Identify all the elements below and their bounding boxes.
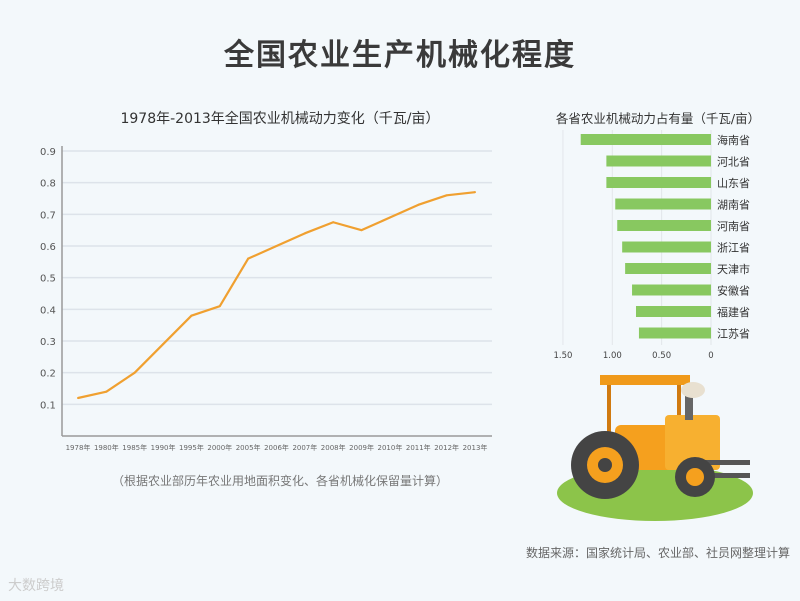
y-tick-label: 0.3 (40, 337, 56, 348)
category-label: 安徽省 (717, 284, 750, 298)
data-point (133, 371, 136, 374)
x-tick-label: 2012年 (434, 443, 459, 452)
category-label: 江苏省 (717, 328, 750, 341)
data-point (360, 229, 363, 232)
data-point (190, 314, 193, 317)
x-tick-label: 1985年 (122, 443, 147, 452)
category-label: 海南省 (717, 133, 750, 147)
x-tick-label: 2006年 (264, 443, 289, 452)
category-label: 河北省 (717, 156, 750, 169)
y-tick-label: 0.2 (40, 369, 56, 380)
x-tick-label: 2008年 (321, 443, 346, 452)
x-tick-label: 2013年 (463, 443, 488, 452)
y-tick-label: 0.5 (40, 274, 56, 285)
bar (615, 198, 711, 210)
data-point (77, 397, 79, 399)
x-tick-label: 2010年 (378, 443, 403, 452)
data-point (332, 221, 335, 224)
series-line (77, 191, 476, 400)
x-tick-label: 1980年 (94, 443, 119, 452)
tractor-illustration (557, 375, 753, 521)
bar (617, 220, 711, 231)
y-tick-label: 0.1 (40, 400, 56, 411)
x-tick-label: 1.50 (553, 351, 572, 361)
bar (580, 134, 711, 145)
data-point (388, 216, 391, 219)
y-tick-label: 0.8 (40, 179, 56, 190)
x-tick-label: 2000年 (207, 443, 232, 452)
category-label: 天津市 (717, 262, 750, 276)
data-source: 数据来源：国家统计局、农业部、社员网整理计算 (525, 546, 790, 560)
category-label: 浙江省 (717, 242, 750, 255)
data-point (105, 390, 108, 393)
bar (606, 177, 711, 188)
watermark: 大数跨境 (8, 578, 64, 594)
x-tick-label: 1990年 (151, 443, 176, 452)
page-title: 全国农业生产机械化程度 (224, 38, 576, 73)
bar (635, 306, 711, 317)
bar (606, 155, 711, 167)
category-label: 福建省 (717, 305, 750, 319)
data-point (218, 305, 221, 308)
data-point (417, 203, 420, 206)
y-tick-label: 0.7 (40, 210, 56, 221)
x-tick-label: 2007年 (292, 443, 317, 452)
x-tick-label: 2009年 (349, 443, 374, 452)
category-label: 河南省 (717, 220, 750, 233)
line-chart: 0.1 0.2 0.3 0.4 0.5 0.6 0.7 0.8 0.9 1978年 1980年 198… (40, 146, 492, 452)
chart-note: （根据农业部历年农业用地面积变化、各省机械化保留量计算） (111, 474, 448, 488)
data-point (247, 257, 250, 260)
x-tick-label: 0.50 (652, 351, 671, 361)
data-point (303, 232, 306, 235)
x-tick-label: 1978年 (66, 443, 91, 452)
bar (622, 241, 711, 253)
x-tick-label: 1995年 (179, 443, 204, 452)
bar-chart-title: 各省农业机械动力占有量（千瓦/亩） (555, 111, 761, 126)
bar (632, 284, 711, 296)
bar (625, 263, 711, 274)
y-tick-label: 0.4 (40, 305, 56, 316)
bar (638, 327, 711, 339)
line-chart-title: 1978年-2013年全国农业机械动力变化（千瓦/亩） (120, 111, 440, 127)
x-tick-label: 2011年 (406, 443, 431, 452)
category-label: 山东省 (717, 177, 750, 190)
data-point (474, 191, 476, 194)
data-point (445, 194, 448, 197)
data-point (162, 343, 165, 346)
x-tick-label: 0 (708, 351, 713, 361)
y-tick-label: 0.9 (40, 147, 56, 158)
x-tick-label: 1.00 (603, 351, 622, 361)
data-point (275, 245, 278, 247)
category-label: 湖南省 (717, 199, 750, 212)
x-tick-label: 2005年 (236, 443, 261, 452)
y-tick-label: 0.6 (40, 242, 56, 253)
